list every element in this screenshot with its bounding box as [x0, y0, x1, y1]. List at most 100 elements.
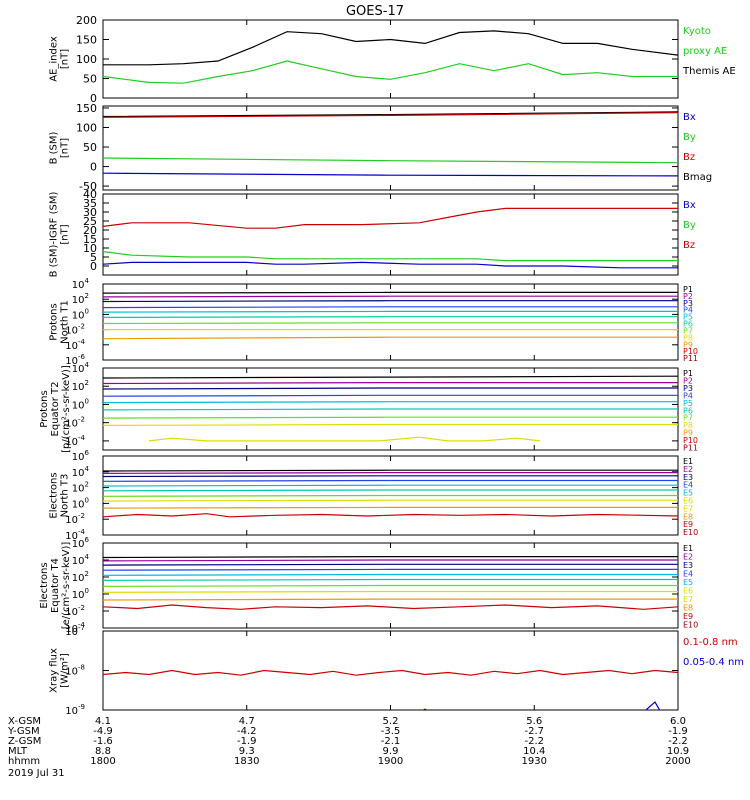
y-tick-label: 102	[72, 481, 89, 495]
y-tick-label: 106	[72, 536, 90, 550]
y-tick-label: 104	[72, 553, 90, 567]
y-tick-label: 0	[90, 92, 97, 105]
y-tick-label: 102	[72, 379, 89, 393]
y-axis-label: [p/(cm²-s-sr-keV)]	[61, 365, 72, 453]
y-axis-label: Electrons	[39, 562, 50, 608]
row-label: hhmm	[8, 756, 40, 767]
y-axis-label: [nT]	[60, 49, 71, 69]
panel-1: 0 50 100 150 200 AE_index [nT] Kyoto proxy AE The…	[49, 14, 736, 105]
row-value: 10.4	[523, 746, 545, 757]
series-e7	[103, 494, 678, 497]
y-tick-label: 200	[76, 14, 97, 27]
series-bmag	[103, 111, 678, 118]
series-p7	[103, 322, 678, 325]
series-by	[103, 251, 678, 262]
legend-label: E10	[683, 528, 698, 537]
legend-label: E6	[683, 587, 693, 596]
legend-label: P4	[683, 306, 693, 315]
y-tick-label: 50	[83, 141, 97, 154]
legend-label: E6	[683, 497, 693, 506]
legend-label: E3	[683, 473, 693, 482]
panel-frame	[102, 283, 679, 361]
y-tick-label: 10-4	[65, 338, 85, 352]
legend-label: E2	[683, 553, 693, 562]
y-tick-label: 100	[76, 121, 97, 134]
y-axis-label: Protons	[39, 390, 50, 427]
legend-label: P1	[683, 369, 693, 378]
row-label: Y-GSM	[7, 726, 40, 737]
legend-label: proxy AE	[683, 46, 727, 57]
row-value: -2.1	[381, 736, 401, 747]
series-e2	[103, 559, 678, 562]
legend-label: P8	[683, 333, 693, 342]
series-group	[103, 111, 678, 177]
row-value: -2.7	[524, 726, 544, 737]
legend-label: P1	[683, 285, 693, 294]
legend-label: P7	[683, 414, 693, 423]
series-p5	[103, 401, 678, 404]
series-p1	[103, 291, 678, 294]
legend-label: Bx	[683, 112, 696, 123]
legend-label: P5	[683, 313, 693, 322]
legend-label: E5	[683, 578, 693, 587]
legend-label: E1	[683, 544, 693, 553]
y-axis-label: [nT]	[60, 138, 71, 158]
legend-label: Themis AE	[682, 66, 736, 77]
series-e9	[103, 598, 678, 601]
legend-label: P6	[683, 406, 693, 415]
series-bx	[103, 172, 678, 177]
legend-label: 0.05-0.4 nm	[683, 657, 744, 668]
y-tick-label: 40	[83, 188, 97, 201]
row-value: 1830	[234, 756, 259, 767]
series-p4	[103, 306, 678, 309]
panel-frame	[102, 630, 679, 711]
y-tick-label: 106	[72, 449, 90, 463]
legend-label: E4	[683, 481, 693, 490]
series-e9	[103, 506, 678, 509]
row-value: 5.2	[383, 716, 399, 727]
legend-label: P4	[683, 391, 693, 400]
y-tick-label: 35	[83, 197, 97, 210]
legend-label: E8	[683, 604, 693, 613]
legend-label: P8	[683, 421, 693, 430]
series-group	[103, 291, 678, 340]
legend-label: P11	[683, 444, 698, 453]
legend-label: E2	[683, 465, 693, 474]
series-e8	[103, 499, 678, 502]
series-e6	[103, 489, 678, 492]
legend-label: Bz	[683, 152, 695, 163]
series-e8	[103, 590, 678, 593]
y-tick-label: 10-4	[65, 528, 85, 542]
row-value: 1800	[90, 756, 115, 767]
y-tick-label: 100	[72, 496, 89, 510]
y-tick-label: 104	[72, 277, 90, 291]
series-kyoto-proxy-ae	[103, 60, 678, 84]
series-themis-ae	[103, 30, 678, 66]
series-bz	[103, 207, 678, 229]
legend-label: P6	[683, 320, 693, 329]
row-value: -2.2	[524, 736, 544, 747]
legend-label: P11	[683, 354, 698, 363]
series-bz	[103, 112, 678, 118]
y-tick-label: 10-6	[65, 353, 85, 367]
series-p8	[103, 423, 678, 426]
panel-frame	[102, 105, 679, 191]
row-label: X-GSM	[8, 716, 41, 727]
y-axis-label: Electrons	[49, 472, 60, 518]
y-tick-label: -50	[79, 180, 97, 193]
legend-label: Bmag	[683, 172, 712, 183]
series-p6	[103, 408, 678, 411]
series-e2	[103, 472, 678, 474]
series-group	[103, 207, 678, 269]
row-value: -2.2	[668, 736, 688, 747]
y-tick-label: 10-4	[65, 621, 85, 635]
legend-label: P3	[683, 384, 693, 393]
legend-label: By	[683, 220, 696, 231]
panel-7: 10-4 10-2 100 102 104 106 Electrons Equator T4[…	[39, 536, 698, 635]
legend-label: E8	[683, 512, 693, 521]
series-group	[103, 375, 678, 442]
series-0-05-0-4-nm	[422, 701, 661, 710]
y-axis-label: B (SM)-IGRF (SM)	[49, 192, 60, 278]
row-value: -4.9	[93, 726, 113, 737]
series-e7	[103, 584, 678, 588]
